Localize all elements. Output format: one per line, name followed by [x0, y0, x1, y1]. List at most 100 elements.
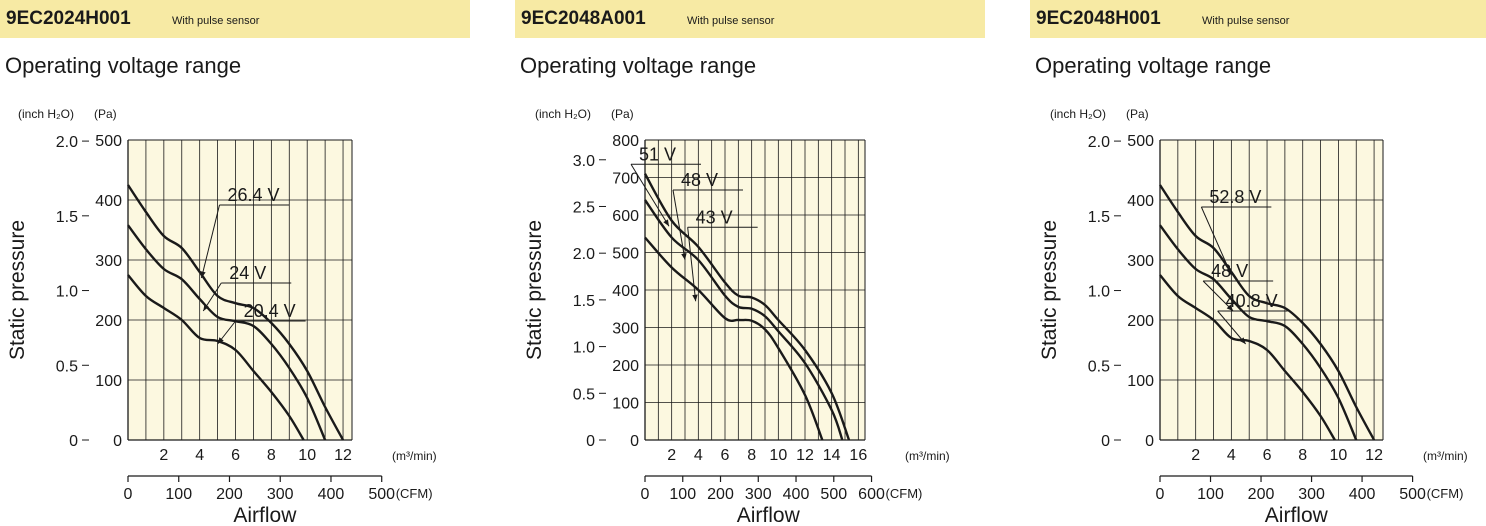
series-line — [127, 184, 345, 441]
series-line — [643, 173, 851, 441]
x-tick-label-cfm: 300 — [267, 486, 294, 503]
x-tick-label-cfm: 100 — [165, 486, 192, 503]
x-unit-cfm: (CFM) — [396, 486, 433, 501]
model-note: With pulse sensor — [1202, 15, 1290, 27]
x-tick-label-cfm: 200 — [1248, 486, 1275, 503]
y-tick-label-inh2o: 1.5 — [573, 293, 595, 310]
annotation-label: 52.8 V — [1209, 187, 1261, 207]
section-title: Operating voltage range — [1035, 53, 1272, 78]
x-tick-label-cfm: 0 — [641, 486, 650, 503]
y-tick-label-pa: 400 — [612, 283, 639, 300]
annotation-leader — [1202, 280, 1234, 312]
y-tick-label-pa: 500 — [612, 246, 639, 263]
annotation-leader — [200, 204, 220, 279]
y-tick-label-inh2o: 2.5 — [573, 199, 595, 216]
x-tick-label-m3min: 10 — [769, 447, 787, 464]
y-tick-label-pa: 200 — [612, 358, 639, 375]
series-line — [1159, 224, 1358, 441]
model-name: 9EC2048A001 — [521, 8, 646, 29]
section-title: Operating voltage range — [520, 53, 757, 78]
y-unit-inh2o: (inch H₂O) — [1050, 107, 1106, 121]
annotation-arrowhead — [663, 219, 669, 227]
annotation-label: 40.8 V — [1226, 291, 1278, 311]
section-title: Operating voltage range — [5, 53, 242, 78]
y-tick-label-inh2o: 1.0 — [1088, 284, 1110, 301]
x-tick-label-cfm: 0 — [124, 486, 133, 503]
model-note: With pulse sensor — [687, 15, 775, 27]
x-tick-label-cfm: 500 — [820, 486, 847, 503]
x-tick-label-cfm: 400 — [783, 486, 810, 503]
y-tick-label-inh2o: 1.5 — [1088, 209, 1110, 226]
chart-panel-3: 9EC2048H001 With pulse sensor Operating … — [1030, 0, 1486, 526]
x-tick-label-cfm: 100 — [669, 486, 696, 503]
x-tick-label-m3min: 10 — [1330, 447, 1348, 464]
annotation-label: 24 V — [229, 263, 266, 283]
model-note: With pulse sensor — [172, 15, 260, 27]
y-axis-label: Static pressure — [6, 220, 29, 360]
pq-chart: 010020030040050060070080000.51.01.52.02.… — [523, 107, 950, 526]
x-tick-label-cfm: 500 — [368, 486, 395, 503]
x-unit-m3min: (m³/min) — [392, 449, 437, 463]
y-tick-label-inh2o: 1.0 — [573, 340, 595, 357]
x-tick-label-m3min: 10 — [298, 447, 316, 464]
x-tick-label-m3min: 6 — [1263, 447, 1272, 464]
x-tick-label-cfm: 300 — [745, 486, 772, 503]
x-unit-cfm: (CFM) — [886, 486, 923, 501]
annotation-leader — [1200, 206, 1232, 276]
y-tick-label-pa: 300 — [95, 253, 122, 270]
annotation-leader — [630, 163, 670, 227]
y-unit-pa: (Pa) — [611, 107, 634, 121]
y-tick-label-inh2o: 1.0 — [56, 284, 78, 301]
y-tick-label-pa: 100 — [1127, 373, 1154, 390]
x-tick-label-cfm: 100 — [1197, 486, 1224, 503]
model-header-band — [1030, 0, 1486, 38]
x-axis-label: Airflow — [1265, 504, 1329, 526]
x-tick-label-cfm: 500 — [1399, 486, 1426, 503]
y-tick-label-pa: 0 — [113, 433, 122, 450]
y-tick-label-pa: 800 — [612, 133, 639, 150]
annotation-label: 20.4 V — [244, 301, 296, 321]
y-tick-label-pa: 700 — [612, 171, 639, 188]
model-name: 9EC2024H001 — [6, 8, 131, 29]
x-tick-label-m3min: 12 — [1365, 447, 1383, 464]
x-tick-label-cfm: 200 — [216, 486, 243, 503]
annotation-label: 51 V — [639, 144, 676, 164]
x-tick-label-m3min: 2 — [1191, 447, 1200, 464]
x-tick-label-m3min: 14 — [823, 447, 841, 464]
annotation-label: 48 V — [1211, 261, 1248, 281]
annotation-leader — [672, 189, 686, 261]
y-unit-inh2o: (inch H₂O) — [535, 107, 591, 121]
plot-area — [1160, 140, 1383, 440]
y-unit-pa: (Pa) — [1126, 107, 1149, 121]
chart-panel-1: 9EC2024H001 With pulse sensor Operating … — [0, 0, 470, 526]
annotation-arrowhead — [1239, 337, 1246, 344]
series-line — [1159, 274, 1336, 441]
x-tick-label-cfm: 300 — [1298, 486, 1325, 503]
annotation-arrowhead — [203, 304, 210, 311]
x-tick-label-m3min: 8 — [267, 447, 276, 464]
model-header-band — [0, 0, 470, 38]
series-line — [127, 224, 327, 441]
model-name: 9EC2048H001 — [1036, 8, 1161, 29]
x-tick-label-m3min: 8 — [747, 447, 756, 464]
y-tick-label-pa: 100 — [95, 373, 122, 390]
y-tick-label-pa: 100 — [612, 396, 639, 413]
y-tick-label-pa: 0 — [630, 433, 639, 450]
x-unit-cfm: (CFM) — [1427, 486, 1464, 501]
y-tick-label-inh2o: 2.0 — [56, 134, 78, 151]
x-tick-label-cfm: 400 — [318, 486, 345, 503]
x-axis-label: Airflow — [737, 504, 801, 526]
y-tick-label-pa: 500 — [95, 133, 122, 150]
x-tick-label-m3min: 8 — [1298, 447, 1307, 464]
y-tick-label-inh2o: 1.5 — [56, 209, 78, 226]
y-tick-label-pa: 300 — [612, 321, 639, 338]
annotation-arrowhead — [692, 294, 698, 302]
annotation-arrowhead — [681, 253, 687, 260]
y-tick-label-pa: 600 — [612, 208, 639, 225]
x-tick-label-m3min: 12 — [334, 447, 352, 464]
x-tick-label-m3min: 4 — [195, 447, 204, 464]
series-line — [644, 236, 824, 441]
y-axis-label: Static pressure — [1038, 220, 1061, 360]
y-tick-label-inh2o: 2.0 — [1088, 134, 1110, 151]
